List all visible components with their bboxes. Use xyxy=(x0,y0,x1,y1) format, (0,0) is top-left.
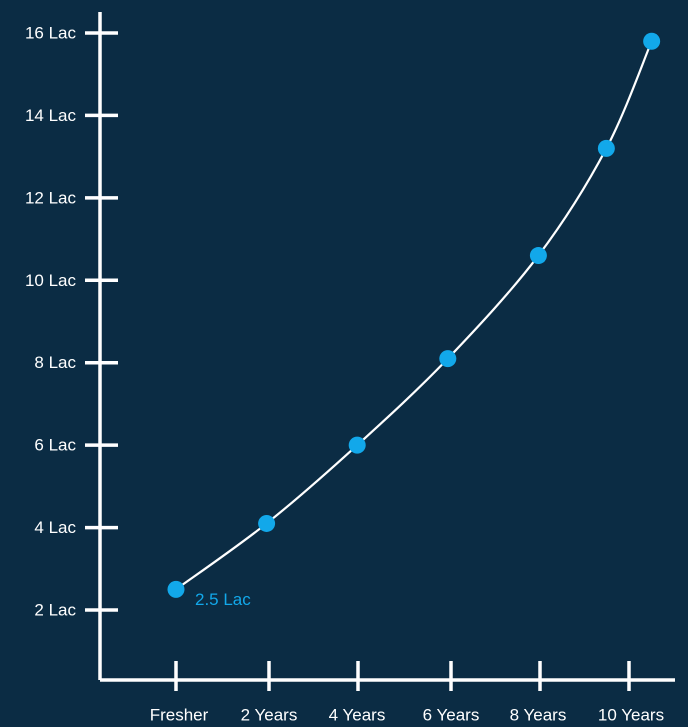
x-tick-label: 8 Years xyxy=(510,706,567,725)
axes xyxy=(98,12,675,682)
y-tick-label: 10 Lac xyxy=(25,271,77,290)
y-tick-label: 12 Lac xyxy=(25,188,77,207)
data-labels: 2.5 Lac xyxy=(195,590,251,609)
x-tick-label: 6 Years xyxy=(423,706,480,725)
data-point xyxy=(643,32,661,50)
data-points xyxy=(167,32,661,598)
data-label: 2.5 Lac xyxy=(195,590,251,609)
x-tick-label: Fresher xyxy=(150,706,209,725)
y-tick-label: 8 Lac xyxy=(34,353,76,372)
y-tick-label: 4 Lac xyxy=(34,518,76,537)
y-tick-label: 2 Lac xyxy=(34,601,76,620)
x-tick-label: 10 Years xyxy=(598,706,664,725)
data-point xyxy=(439,350,457,368)
y-tick-label: 14 Lac xyxy=(25,106,77,125)
data-point xyxy=(258,514,276,532)
x-tick-label: 2 Years xyxy=(241,706,298,725)
y-axis-ticks: 2 Lac 4 Lac 6 Lac 8 Lac 10 Lac 12 Lac 14 Lac 16… xyxy=(25,24,118,620)
x-axis-ticks: Fresher 2 Years 4 Years 6 Years 8 Years 10 Ye… xyxy=(150,661,664,725)
y-tick-label: 6 Lac xyxy=(34,436,76,455)
data-point xyxy=(348,436,366,454)
data-point xyxy=(167,580,185,598)
series-line xyxy=(175,40,653,591)
y-tick-label: 16 Lac xyxy=(25,24,77,43)
data-point xyxy=(529,247,547,265)
data-point xyxy=(597,139,615,157)
x-tick-label: 4 Years xyxy=(329,706,386,725)
